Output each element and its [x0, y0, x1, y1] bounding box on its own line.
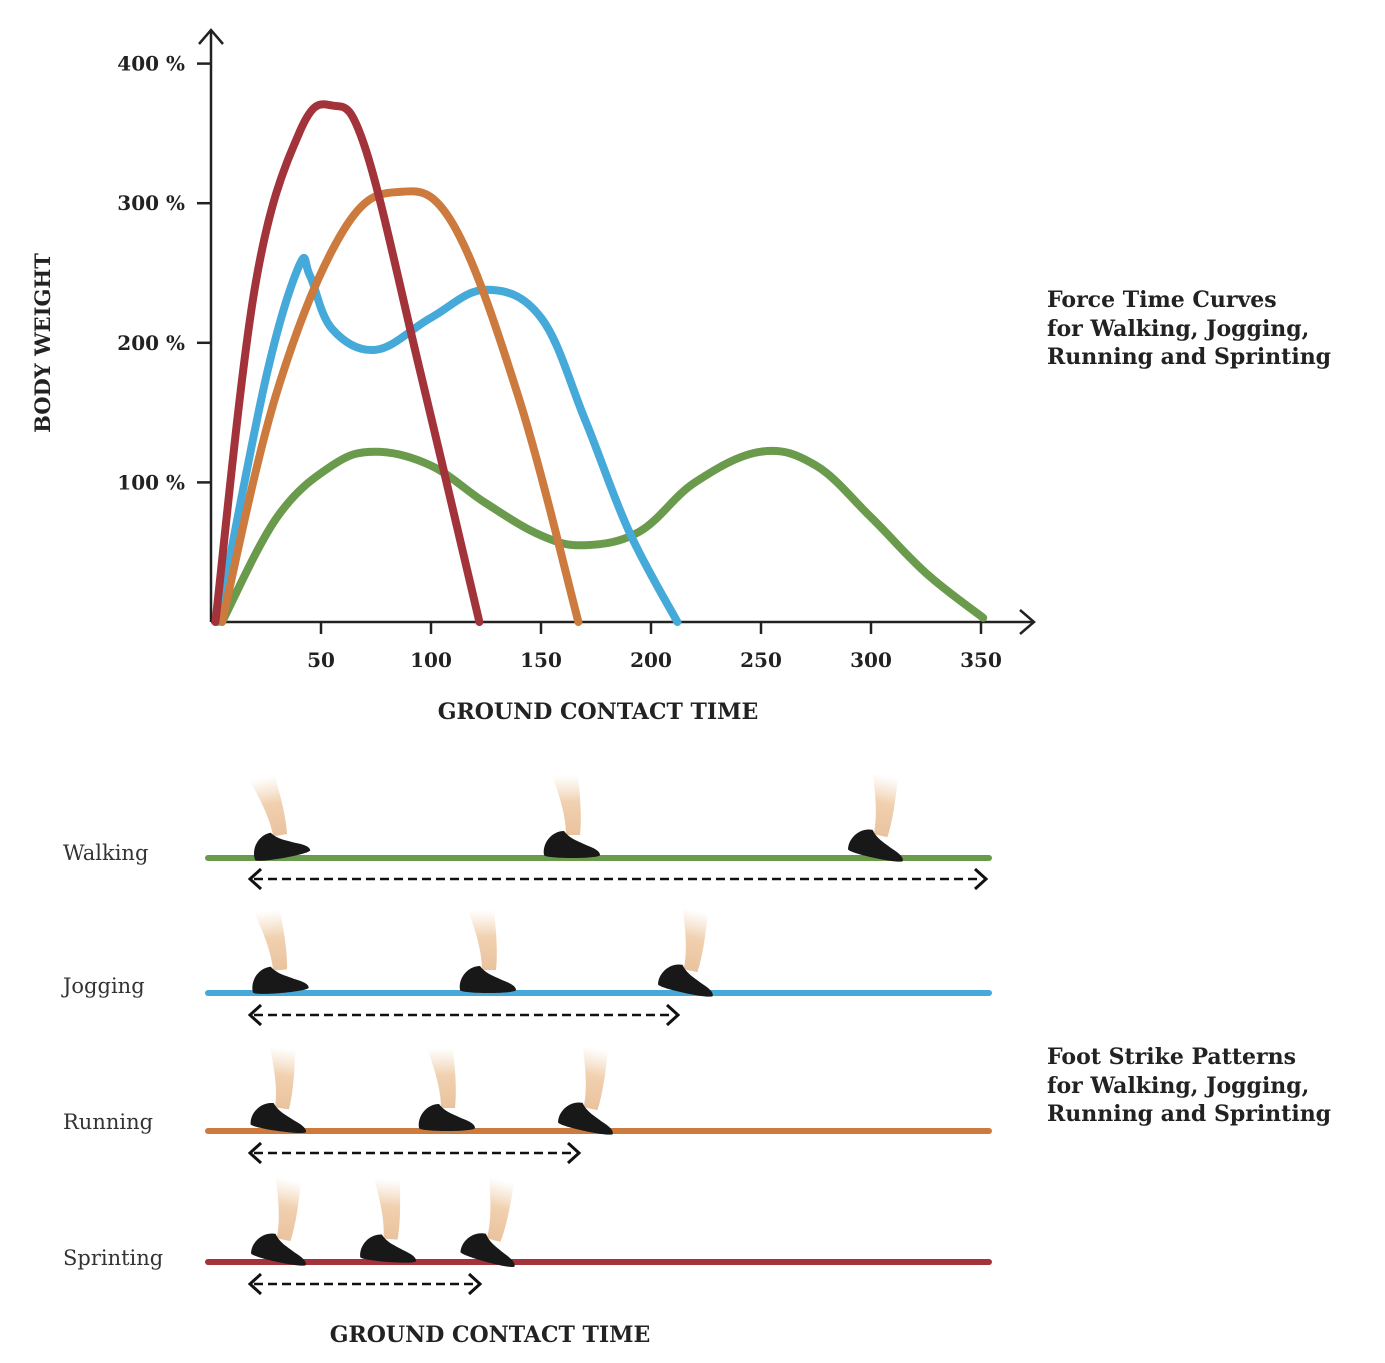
force-chart-title: Force Time Curves for Walking, Jogging, … [1047, 287, 1331, 370]
foot-row-running: Running [63, 1045, 992, 1165]
x-tick-label: 100 [410, 648, 452, 672]
foot-sock-shape [460, 1233, 515, 1267]
foot-sock-shape [848, 829, 903, 862]
x-tick-label: 50 [307, 648, 335, 672]
y-tick-label: 200 % [117, 331, 185, 355]
foot-sock-shape [543, 831, 600, 858]
foot-leg-shape [249, 775, 288, 837]
series-line-sprinting [211, 100, 484, 626]
foot-leg-shape [427, 1048, 456, 1108]
row-label: Sprinting [63, 1246, 163, 1270]
x-tick-label: 350 [960, 648, 1002, 672]
row-label: Jogging [61, 974, 145, 998]
foot-diagram-title-line-2: for Walking, Jogging, [1047, 1073, 1309, 1099]
foot-sock-shape [360, 1234, 417, 1263]
x-tick-label: 200 [630, 648, 672, 672]
force-chart-title-line-2: for Walking, Jogging, [1047, 316, 1309, 342]
foot-sock-shape [252, 966, 309, 994]
x-tick-label: 250 [740, 648, 782, 672]
foot-leg-shape [269, 1046, 296, 1110]
foot-diagram-xlabel: GROUND CONTACT TIME [330, 1322, 651, 1348]
foot-step-figure [251, 1176, 306, 1266]
foot-step-figure [249, 775, 311, 861]
force-time-chart: 100 % 200 % 300 % 400 % 50 100 150 200 250 300 35… [30, 28, 1331, 725]
force-chart-title-line-3: Running and Sprinting [1047, 344, 1331, 370]
arrow-head-left [247, 1272, 263, 1296]
x-tick-label: 300 [850, 648, 892, 672]
foot-leg-shape [872, 772, 898, 838]
foot-step-figure [848, 772, 903, 862]
foot-diagram-title: Foot Strike Patterns for Walking, Joggin… [1047, 1044, 1331, 1127]
row-label: Running [63, 1110, 153, 1134]
foot-step-figure [460, 1176, 515, 1267]
foot-row-walking: Walking [63, 772, 992, 891]
arrow-head-right [973, 867, 989, 891]
foot-leg-shape [486, 1176, 515, 1242]
y-axis-label: BODY WEIGHT [30, 253, 55, 433]
foot-leg-shape [253, 909, 288, 971]
series-lines [211, 100, 988, 626]
y-tick-label: 400 % [117, 52, 185, 76]
foot-leg-shape [682, 907, 708, 973]
arrow-head-left [247, 1003, 263, 1027]
foot-sock-shape [459, 966, 516, 993]
arrow-head-right [467, 1272, 483, 1296]
foot-leg-shape [552, 775, 581, 835]
arrow-head-left [247, 1141, 263, 1165]
x-ticks: 50 100 150 200 250 300 350 [307, 622, 1002, 672]
force-chart-title-line-1: Force Time Curves [1047, 287, 1277, 313]
x-axis-arrowhead [1019, 609, 1036, 635]
foot-sock-shape [254, 832, 311, 861]
foot-sock-shape [658, 964, 713, 997]
foot-strike-rows: Walking Jogging Running Sprinting [61, 772, 992, 1296]
foot-leg-shape [582, 1045, 608, 1111]
series-line-running [218, 187, 583, 626]
y-tick-label: 100 % [117, 470, 185, 494]
foot-sock-shape [418, 1104, 475, 1131]
row-label: Walking [63, 841, 148, 865]
foot-step-figure [418, 1048, 475, 1131]
y-tick-label: 300 % [117, 191, 185, 215]
foot-step-figure [252, 909, 309, 994]
foot-leg-shape [468, 910, 497, 970]
foot-step-figure [360, 1177, 417, 1263]
foot-strike-diagram: Walking Jogging Running Sprinting GROUND CO… [61, 772, 1331, 1348]
foot-step-figure [250, 1046, 307, 1133]
x-tick-label: 150 [520, 648, 562, 672]
foot-leg-shape [373, 1177, 401, 1240]
arrow-head-right [566, 1141, 582, 1165]
foot-step-figure [658, 907, 713, 997]
series-line-jogging [213, 254, 682, 626]
foot-leg-shape [275, 1176, 301, 1242]
x-axis-label: GROUND CONTACT TIME [438, 699, 759, 725]
series-line-walking [218, 446, 988, 626]
foot-diagram-title-line-1: Foot Strike Patterns [1047, 1044, 1296, 1070]
foot-step-figure [543, 775, 600, 858]
arrow-head-left [247, 867, 263, 891]
foot-sock-shape [250, 1103, 307, 1133]
foot-sock-shape [251, 1233, 306, 1266]
foot-row-sprinting: Sprinting [63, 1176, 992, 1296]
foot-step-figure [459, 910, 516, 993]
y-ticks: 100 % 200 % 300 % 400 % [117, 52, 211, 494]
foot-sock-shape [558, 1102, 613, 1135]
foot-row-jogging: Jogging [61, 907, 992, 1027]
y-axis-arrowhead [198, 28, 224, 45]
arrow-head-right [665, 1003, 681, 1027]
foot-step-figure [558, 1045, 613, 1135]
foot-diagram-title-line-3: Running and Sprinting [1047, 1101, 1331, 1127]
